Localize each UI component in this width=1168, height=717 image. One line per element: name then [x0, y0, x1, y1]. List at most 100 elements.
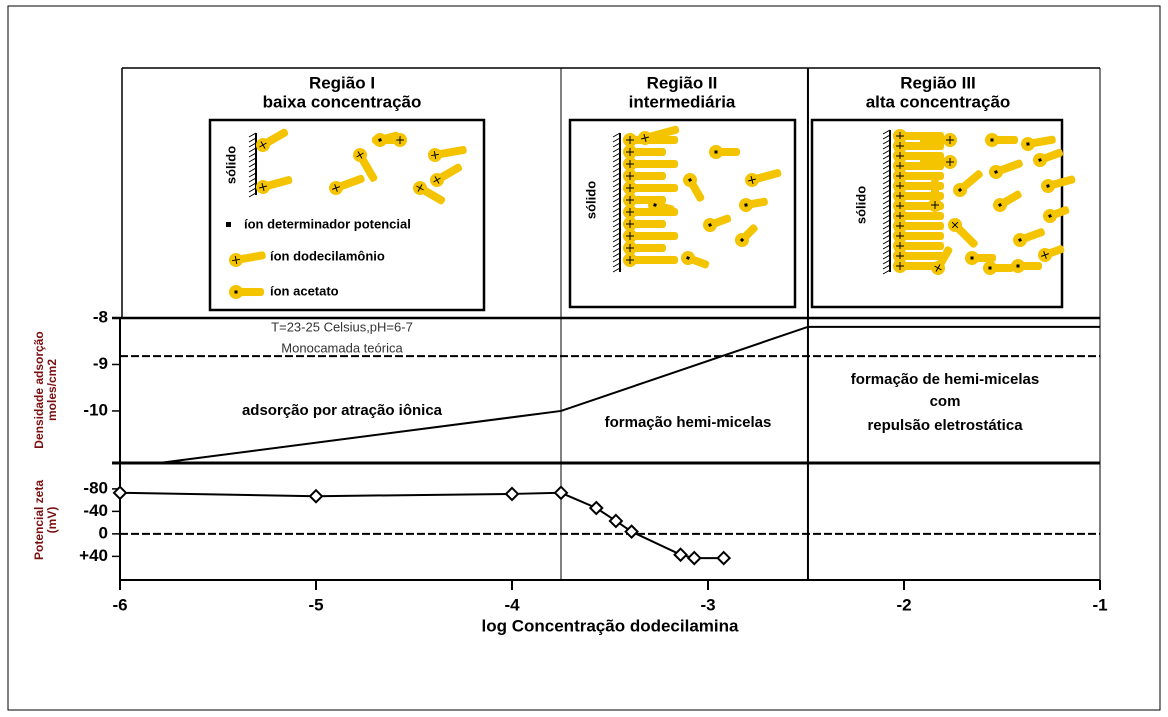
molecule: [679, 249, 711, 272]
surface-hatch: [613, 238, 620, 242]
y-axis-label: (mV): [45, 507, 59, 534]
surface-hatch: [249, 168, 256, 172]
surface-hatch: [249, 163, 256, 167]
surface-hatch: [613, 263, 620, 267]
surface-hatch: [883, 235, 890, 239]
y-tick-label: -40: [83, 501, 108, 520]
x-tick-label: -2: [896, 595, 911, 614]
dot: [1026, 142, 1029, 145]
dot: [715, 151, 718, 154]
surface-hatch: [883, 215, 890, 219]
surface-hatch: [613, 138, 620, 142]
surface-hatch: [613, 163, 620, 167]
molecule: [738, 194, 769, 213]
surface-hatch: [883, 165, 890, 169]
dot: [991, 139, 994, 142]
surface-hatch: [883, 245, 890, 249]
surface-hatch: [883, 185, 890, 189]
x-tick-label: -3: [700, 595, 715, 614]
molecule: [1031, 145, 1065, 169]
surface-hatch: [883, 135, 890, 139]
surface-hatch: [613, 133, 620, 137]
surface-hatch: [613, 258, 620, 262]
surface-hatch: [613, 143, 620, 147]
molecule: [427, 143, 468, 164]
data-point: [555, 487, 567, 499]
surface-hatch: [883, 200, 890, 204]
molecule: [427, 160, 464, 190]
molecule: [1011, 259, 1042, 273]
frame: [8, 6, 1160, 710]
surface-hatch: [249, 138, 256, 142]
molecule: [253, 125, 290, 155]
surface-hatch: [613, 243, 620, 247]
surface-hatch: [613, 173, 620, 177]
x-tick-label: -4: [504, 595, 520, 614]
molecule: [327, 171, 367, 197]
y-tick-label: -8: [93, 307, 108, 326]
legend-label: íon determinador potencial: [244, 216, 411, 231]
surface-hatch: [883, 230, 890, 234]
y-tick-label: 0: [99, 523, 108, 542]
surface-hatch: [613, 153, 620, 157]
legend-label: íon acetato: [270, 283, 339, 298]
surface-hatch: [883, 265, 890, 269]
molecule: [623, 157, 678, 171]
y-tick-label: -80: [83, 478, 108, 497]
molecule: [680, 170, 708, 204]
surface-hatch: [613, 158, 620, 162]
y-axis-label: Densidade adsorção: [32, 331, 46, 448]
x-tick-label: -5: [308, 595, 323, 614]
surface-hatch: [613, 198, 620, 202]
surface-hatch: [613, 168, 620, 172]
data-point: [688, 552, 700, 564]
annotation: repulsão eletrostática: [867, 417, 1023, 434]
surface-hatch: [249, 173, 256, 177]
molecule: [990, 187, 1024, 215]
molecule: [985, 133, 1018, 147]
dot: [744, 203, 747, 206]
surface-hatch: [613, 178, 620, 182]
dot: [971, 257, 974, 260]
dot: [1017, 265, 1020, 268]
molecule: [228, 248, 267, 268]
dot: [989, 267, 992, 270]
molecule-tail: [630, 184, 678, 192]
y-tick-label: -9: [93, 354, 108, 373]
x-tick-label: -1: [1092, 595, 1107, 614]
molecule: [254, 172, 293, 195]
surface-hatch: [883, 220, 890, 224]
y-axis-label: moles/cm2: [45, 359, 59, 421]
surface-hatch: [613, 213, 620, 217]
y-tick-label: -10: [83, 400, 108, 419]
region-title: Região II: [647, 73, 718, 92]
molecule-tail: [630, 232, 678, 240]
molecule: [229, 285, 264, 299]
data-point: [718, 552, 730, 564]
region-subtitle: intermediária: [629, 92, 736, 111]
surface-hatch: [883, 240, 890, 244]
surface-hatch: [883, 190, 890, 194]
diagram-box: [210, 120, 484, 310]
surface-hatch: [249, 153, 256, 157]
data-point: [626, 526, 638, 538]
surface-hatch: [249, 193, 256, 197]
surface-hatch: [883, 250, 890, 254]
surface-hatch: [883, 130, 890, 134]
surface-hatch: [883, 260, 890, 264]
surface-hatch: [613, 233, 620, 237]
data-point: [506, 488, 518, 500]
surface-hatch: [613, 228, 620, 232]
molecule: [623, 241, 666, 255]
surface-hatch: [613, 218, 620, 222]
surface-hatch: [613, 193, 620, 197]
molecule: [623, 169, 666, 183]
surface-hatch: [883, 150, 890, 154]
surface-hatch: [249, 188, 256, 192]
molecule: [983, 261, 1014, 275]
figure: Região I baixa concentração Região II in…: [0, 0, 1168, 717]
legend-icon: [226, 222, 231, 227]
surface-label: sólido: [223, 146, 238, 184]
surface-hatch: [613, 188, 620, 192]
annotation: Monocamada teórica: [281, 340, 403, 355]
